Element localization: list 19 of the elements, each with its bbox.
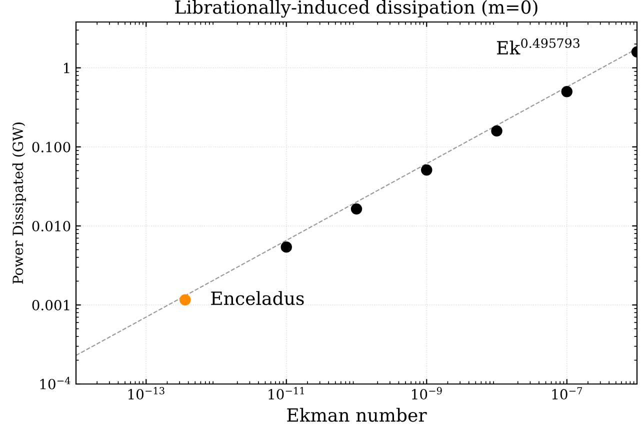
point: [491, 125, 502, 137]
point: [280, 241, 292, 253]
y-tick-label: 0.100: [32, 142, 70, 152]
x-tick-label: 10$^{−11}$: [268, 387, 304, 400]
y-axis-title: Power Dissipated (GW): [12, 122, 26, 284]
y-tick-label: 0.001: [32, 300, 70, 310]
point: [561, 86, 572, 98]
y-tick-label: 0.010: [32, 220, 70, 232]
point: [350, 203, 362, 215]
x-tick-label: 10$^{−9}$: [412, 387, 442, 400]
x-tick-label: 10$^{−13}$: [128, 387, 164, 400]
series-label: Enceladus: [211, 291, 304, 306]
point: [421, 164, 432, 176]
chart-title: Librationally-induced dissipation (m=0): [175, 0, 538, 18]
annotation: Ek$^{0.495793}$: [497, 38, 580, 54]
x-axis-title: Ekman number: [287, 408, 427, 422]
y-tick-label: 1: [64, 62, 70, 74]
x-tick-label: 10$^{−7}$: [552, 387, 582, 400]
y-tick-label: 10$^{−4}$: [40, 376, 70, 390]
